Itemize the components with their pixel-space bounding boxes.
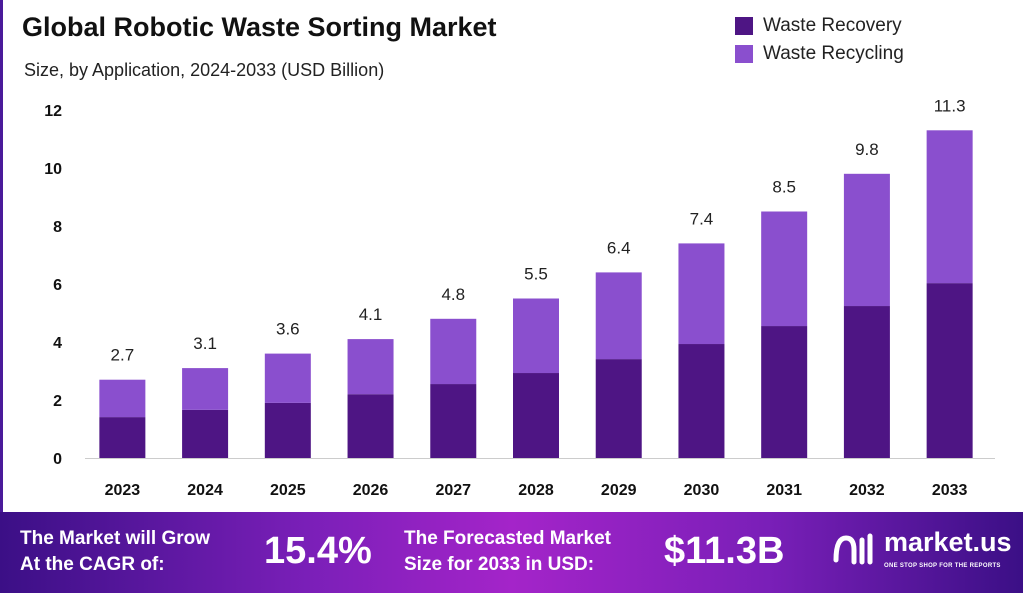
x-tick-label: 2023 bbox=[105, 482, 141, 499]
bar-waste-recovery bbox=[264, 402, 311, 458]
legend-item-recycling: Waste Recycling bbox=[735, 40, 904, 68]
cagr-label-line: At the CAGR of: bbox=[20, 554, 165, 575]
forecast-label-line: Size for 2033 in USD: bbox=[404, 554, 595, 575]
bar-total-label: 9.8 bbox=[855, 140, 879, 159]
x-tick-label: 2025 bbox=[270, 482, 306, 499]
bar-waste-recycling bbox=[595, 272, 642, 360]
x-tick-label: 2024 bbox=[187, 482, 223, 499]
x-tick-label: 2030 bbox=[684, 482, 720, 499]
y-tick-label: 10 bbox=[44, 161, 62, 178]
y-tick-label: 6 bbox=[53, 277, 62, 294]
y-tick-label: 0 bbox=[53, 451, 62, 468]
bar-waste-recovery bbox=[182, 409, 229, 458]
bar-total-label: 4.8 bbox=[441, 285, 465, 304]
bar-waste-recycling bbox=[347, 339, 394, 395]
bar-waste-recycling bbox=[926, 130, 973, 284]
y-tick-label: 12 bbox=[44, 103, 62, 120]
logo-tagline: ONE STOP SHOP FOR THE REPORTS bbox=[884, 563, 1001, 569]
bar-waste-recovery bbox=[430, 384, 477, 458]
x-tick-label: 2032 bbox=[849, 482, 885, 499]
bar-total-label: 3.6 bbox=[276, 320, 300, 339]
x-tick-label: 2031 bbox=[766, 482, 802, 499]
bar-waste-recycling bbox=[513, 298, 559, 374]
bar-waste-recovery bbox=[761, 326, 808, 458]
bar-total-label: 2.7 bbox=[111, 346, 135, 365]
cagr-label-line: The Market will Grow bbox=[20, 528, 211, 549]
cagr-value: 15.4% bbox=[264, 530, 372, 572]
left-border bbox=[0, 0, 3, 512]
bar-waste-recycling bbox=[430, 318, 477, 385]
x-tick-label: 2033 bbox=[932, 482, 968, 499]
legend-swatch bbox=[735, 17, 753, 35]
bar-waste-recovery bbox=[347, 394, 394, 458]
legend-label: Waste Recovery bbox=[763, 15, 902, 36]
bar-chart: 0 2 4 6 8 10 12 2.7 2023 3.1 2024 3.6 2025 4.1 2026 4.8… bbox=[44, 96, 995, 499]
bar-waste-recovery bbox=[926, 283, 973, 458]
legend: Waste Recovery Waste Recycling bbox=[735, 12, 904, 68]
bar-waste-recovery bbox=[595, 359, 642, 458]
x-tick-label: 2029 bbox=[601, 482, 637, 499]
chart-title: Global Robotic Waste Sorting Market bbox=[22, 12, 497, 42]
legend-label: Waste Recycling bbox=[763, 43, 904, 64]
bar-waste-recovery bbox=[843, 306, 890, 458]
y-tick-label: 4 bbox=[53, 335, 62, 352]
x-tick-label: 2027 bbox=[435, 482, 471, 499]
forecast-value: $11.3B bbox=[664, 530, 785, 572]
bar-waste-recycling bbox=[182, 368, 229, 410]
legend-item-recovery: Waste Recovery bbox=[735, 12, 904, 40]
forecast-label-line: The Forecasted Market bbox=[404, 528, 611, 549]
bar-waste-recycling bbox=[99, 379, 146, 418]
bar-waste-recovery bbox=[678, 344, 725, 458]
bar-total-label: 4.1 bbox=[359, 305, 383, 324]
logo-name: market.us bbox=[884, 527, 1012, 557]
marketus-logo-icon bbox=[833, 533, 873, 565]
bar-total-label: 5.5 bbox=[524, 265, 548, 284]
chart-subtitle: Size, by Application, 2024-2033 (USD Bil… bbox=[24, 60, 385, 80]
bar-total-label: 7.4 bbox=[690, 209, 714, 228]
cagr-label: The Market will Grow At the CAGR of: bbox=[20, 526, 210, 578]
bar-waste-recycling bbox=[843, 173, 890, 307]
bar-total-label: 3.1 bbox=[193, 334, 217, 353]
bar-waste-recycling bbox=[761, 211, 808, 327]
marketus-logo: market.us ONE STOP SHOP FOR THE REPORTS bbox=[832, 526, 1017, 582]
y-tick-label: 2 bbox=[53, 393, 62, 410]
bar-total-label: 11.3 bbox=[934, 96, 966, 115]
bar-waste-recovery bbox=[99, 417, 146, 458]
x-tick-label: 2026 bbox=[353, 482, 389, 499]
bar-waste-recycling bbox=[678, 243, 725, 345]
bar-waste-recovery bbox=[513, 373, 559, 458]
bar-total-label: 6.4 bbox=[607, 238, 631, 257]
summary-banner: The Market will Grow At the CAGR of: 15.4… bbox=[0, 512, 1023, 593]
bar-waste-recycling bbox=[264, 353, 311, 403]
legend-swatch bbox=[735, 45, 753, 63]
bar-total-label: 8.5 bbox=[772, 178, 796, 197]
x-tick-label: 2028 bbox=[518, 482, 554, 499]
y-tick-label: 8 bbox=[53, 219, 62, 236]
forecast-label: The Forecasted Market Size for 2033 in US… bbox=[404, 526, 611, 578]
